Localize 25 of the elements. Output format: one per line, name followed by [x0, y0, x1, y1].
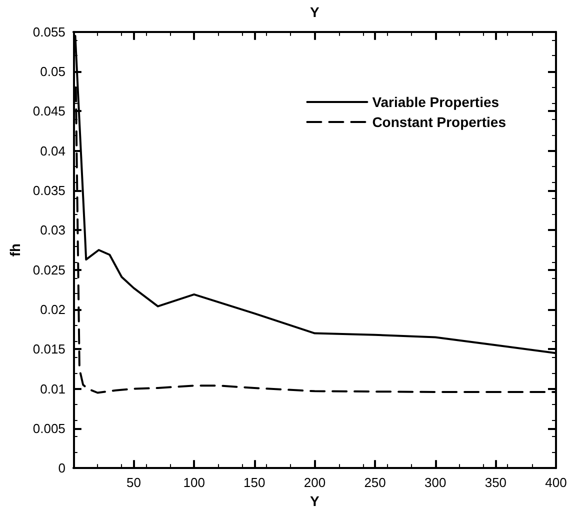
x-tick-label: 400: [545, 475, 567, 490]
x-tick-label: 150: [244, 475, 266, 490]
y-tick-label: 0.05: [40, 64, 66, 80]
y-tick-label: 0.045: [32, 104, 66, 119]
y-tick-label: 0.055: [32, 24, 66, 40]
y-tick-label: 0.04: [40, 143, 66, 158]
x-tick-label: 350: [484, 475, 507, 490]
x2-axis-title: Y: [310, 4, 320, 20]
x-tick-label: 250: [364, 475, 386, 490]
legend-label: Variable Properties: [372, 94, 500, 110]
y-tick-label: 0: [58, 460, 66, 476]
y-axis-title: fh: [7, 243, 23, 257]
x-tick-label: 200: [304, 475, 326, 490]
x-tick-label: 100: [183, 475, 205, 490]
y-tick-label: 0.035: [32, 183, 66, 198]
y-tick-label: 0.005: [32, 420, 66, 436]
x-axis-title: Y: [310, 493, 320, 509]
y-tick-label: 0.02: [40, 302, 66, 317]
y-tick-label: 0.03: [40, 222, 66, 238]
y-tick-label: 0.025: [32, 262, 66, 278]
legend-label: Constant Properties: [372, 114, 506, 130]
y-tick-label: 0.01: [40, 381, 66, 396]
x-tick-label: 50: [126, 475, 141, 490]
x-tick-label: 300: [424, 475, 446, 490]
y-tick-label: 0.015: [32, 342, 66, 357]
